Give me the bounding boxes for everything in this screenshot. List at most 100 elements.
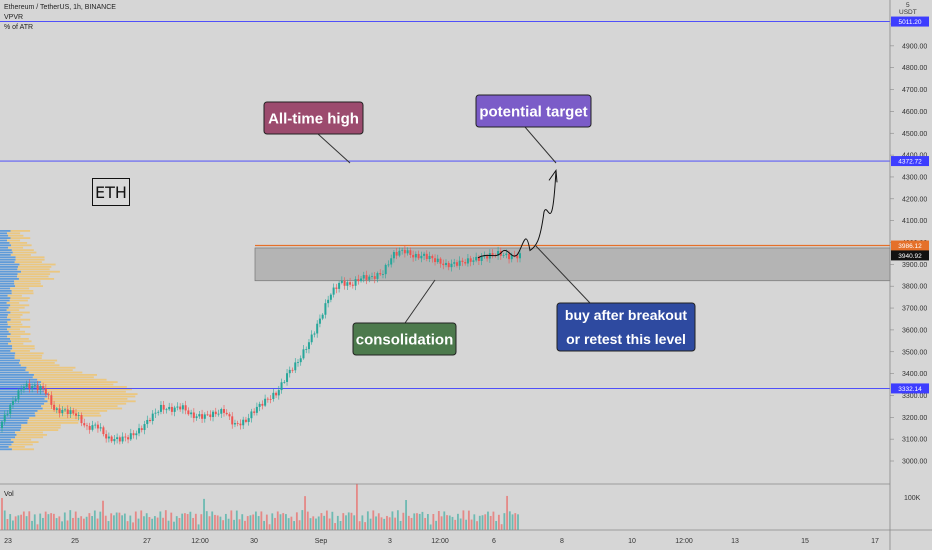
volume-bar [511,514,514,530]
profile-bar-down [33,374,97,376]
price-tag-current-bg [891,250,929,261]
volume-bar [252,514,255,530]
time-tick-label: 25 [71,538,79,545]
volume-bar [457,513,459,530]
indicator-vpvr[interactable]: VPVR [4,14,24,21]
profile-bar-up [0,448,12,451]
profile-bar-down [11,244,32,247]
candle-body [368,276,371,280]
candle-body [425,253,428,260]
profile-bar-up [0,352,16,355]
volume-bar [14,516,17,530]
price-tick-label: 4800.00 [902,65,927,72]
price-tag-level-bg [891,156,929,167]
profile-bar-down [27,419,80,422]
profile-bar-down [39,383,114,386]
profile-bar-down [46,388,132,391]
time-tick-label: 3 [388,538,392,545]
profile-bar-down [7,239,21,242]
volume-bar [216,515,219,530]
volume-bar [69,510,72,530]
candle-body [107,436,110,439]
currency-code[interactable]: USDT [899,9,917,16]
volume-bar [164,510,167,530]
candle-body [431,255,434,259]
candle-body [129,433,132,440]
profile-bar-up [0,410,38,412]
candle-body [31,386,34,389]
candle-body [195,416,198,419]
candle-body [11,400,14,405]
candle-body [472,260,475,262]
candle-body [318,318,321,324]
symbol-title[interactable]: Ethereum / TetherUS, 1h, BINANCE [4,4,116,11]
volume-bar [339,520,342,530]
profile-bar-up [0,398,45,400]
volume-bar [487,511,489,530]
candle-body [168,406,171,410]
candle-body [261,403,264,406]
profile-bar-down [12,347,35,350]
volume-bar [249,515,252,530]
callout-buy-text: or retest this level [566,331,686,347]
profile-bar-up [0,347,13,350]
profile-bar-up [0,438,11,441]
volume-bar [342,513,345,530]
volume-pane-label[interactable]: Vol [4,491,14,498]
candle-body [250,411,253,419]
price-tag-level-bg [891,383,929,394]
volume-bar [312,516,315,530]
volume-bar [61,521,63,530]
profile-bar-down [10,311,30,314]
volume-bar [416,513,418,530]
profile-bar-down [25,369,73,371]
profile-bar-up [0,405,42,407]
volume-bar [361,515,364,530]
volume-bar [418,513,421,530]
profile-bar-down [7,232,21,235]
candle-body [371,276,373,277]
volume-bar [102,500,104,530]
volume-bar [17,515,20,530]
candle-body [22,386,25,390]
candle-body [236,423,239,424]
profile-bar-up [0,342,9,345]
volume-bar [345,515,347,530]
indicator-atr[interactable]: % of ATR [4,24,34,31]
callout-target-pointer [524,126,557,164]
profile-bar-up [0,434,17,436]
profile-bar-up [0,275,17,278]
profile-bar-up [0,419,28,422]
candle-body [447,262,450,268]
candle-body [102,427,105,435]
profile-bar-down [9,242,28,244]
profile-bar-up [0,304,11,307]
profile-bar-down [19,263,56,266]
candle-body [464,262,467,264]
volume-bar [241,514,244,530]
volume-bar [93,510,96,530]
candle-body [477,256,480,261]
candle-body [53,404,56,410]
profile-bar-down [16,275,49,278]
volume-bar [506,495,508,530]
candle-body [307,342,310,350]
profile-bar-up [0,431,16,434]
candle-body [327,299,330,304]
volume-bar [129,515,132,530]
profile-bar-up [0,268,18,271]
candle-body [233,423,236,425]
candle-body [349,282,352,285]
volume-bar [356,483,358,530]
time-axis[interactable]: 23 25 27 12:00 30 Sep 3 12:00 6 8 10 12:00 13 15 17 [4,538,879,545]
candle-body [154,412,157,414]
volume-bar [309,518,312,530]
candle-body [376,273,379,279]
eth-label-box[interactable]: ETH [92,178,130,206]
candle-body [146,419,149,425]
profile-bar-down [28,371,83,374]
price-tick-label: 4700.00 [902,87,927,94]
volume-bar [268,524,271,530]
candle-body [173,407,176,412]
